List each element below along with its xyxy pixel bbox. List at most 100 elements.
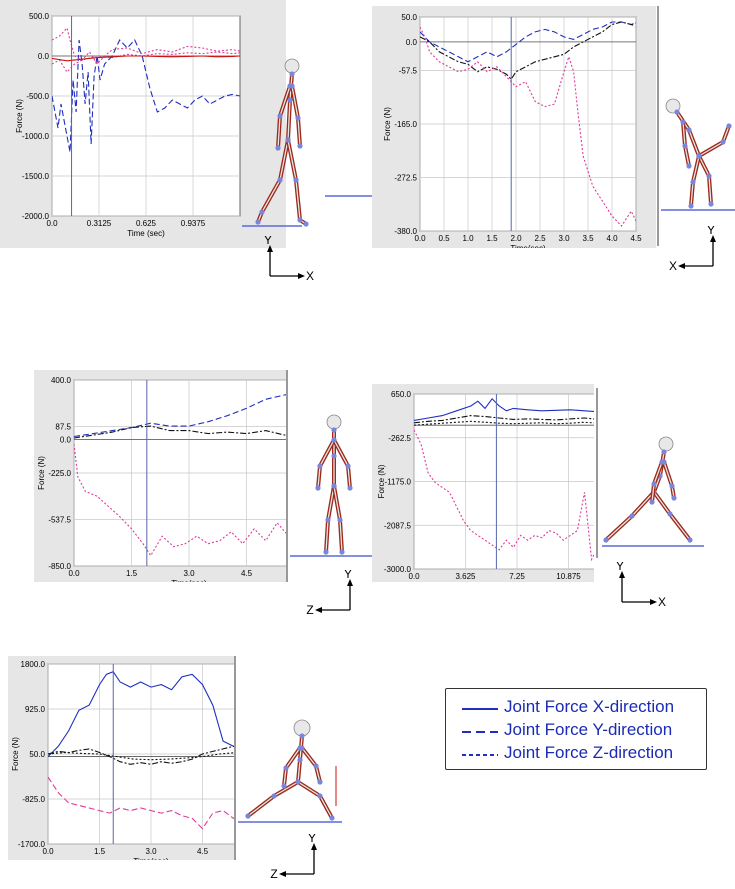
arrow-head-icon [710,235,716,242]
skeleton-walking-figure [242,58,373,227]
bone-segment [257,139,289,223]
legend: Joint Force X-direction Joint Force Y-di… [445,688,707,770]
joint-marker [271,793,277,799]
joint-marker [661,459,667,465]
x-tick-label: 10.875 [556,572,581,581]
axis-letter-up: Y [264,236,272,247]
series-line-4 [414,429,594,562]
joint-marker [667,511,673,517]
joint-marker [726,123,732,129]
joint-marker [295,779,301,785]
joint-marker [285,137,291,143]
y-axis-label: Force (N) [15,99,24,133]
x-tick-label: 1.5 [94,847,106,856]
skull-icon [658,436,674,452]
joint-marker [347,485,353,491]
arrow-head-icon [279,871,286,877]
y-tick-label: 1800.0 [21,660,46,669]
arrow-head-icon [298,273,305,279]
joint-marker [245,813,251,819]
joint-marker [687,537,693,543]
legend-entry-x: Joint Force X-direction [460,697,700,719]
x-axis-label: Time (sec) [127,229,165,238]
y-tick-label: -272.5 [394,174,417,183]
joint-marker [295,115,301,121]
series-line-1 [48,671,234,757]
axis-letter-side: X [306,269,314,283]
joint-marker [674,109,680,115]
chart-3: 400.087.50.0-225.0-537.5-850.00.0 1.5 3.0 4… [37,376,286,582]
joint-marker [706,173,712,179]
x-tick-label: 3.0 [558,234,570,243]
series-line-1 [52,39,240,153]
x-tick-label: 3.5 [582,234,594,243]
series-line-4 [52,55,240,62]
joint-marker [661,449,667,455]
y-tick-label: 925.0 [25,705,46,714]
series-line-3 [420,26,636,227]
y-tick-label: 50.0 [29,750,45,759]
joint-marker [293,177,299,183]
chart-4: 650.0 -262.5 -1175.0 -2087.5 -3000.00.0 3.625… [377,390,594,581]
muscle-segment [675,110,701,158]
axis-letter-side: Z [270,867,277,881]
joint-marker [289,71,295,77]
skull-icon [326,414,342,430]
arrow-head-icon [678,263,685,269]
skeleton-pane-3 [286,370,380,582]
joint-marker [696,153,702,159]
joint-marker [339,549,345,555]
axis-letter-up: Y [308,834,316,845]
joint-marker [277,177,283,183]
skeleton-lunge-figure [602,436,704,547]
joint-marker [275,145,281,151]
y-tick-label: -165.0 [394,120,417,129]
x-tick-label: 4.0 [606,234,618,243]
joint-marker [629,513,635,519]
joint-marker [603,537,609,543]
skeleton-pane-4 [596,388,708,558]
legend-entry-y: Joint Force Y-direction [460,720,700,742]
legend-entry-z: Joint Force Z-direction [460,743,700,765]
joint-marker [649,499,655,505]
joint-marker [289,83,295,89]
x-tick-label: 4.5 [241,569,253,578]
x-tick-label: 1.5 [486,234,498,243]
chart-panel-5: 1800.0 925.0 50.0 -825.0 -1700.0 0.0 1.5 3.0 4.5… [8,656,234,860]
axis-letter-side: X [669,259,677,273]
x-tick-label: 0.0 [46,219,58,228]
axis-letter-up: Y [344,570,352,581]
y-axis-label: Force (N) [37,456,46,490]
y-tick-label: -850.0 [48,562,71,571]
arrow-head-icon [619,571,625,578]
x-tick-label: 0.0 [42,847,54,856]
arrow-head-icon [267,245,273,252]
y-tick-label: 500.0 [29,12,50,21]
joint-marker [325,517,331,523]
joint-marker [259,209,265,215]
joint-marker [329,815,335,821]
skeleton-pane-2 [657,6,735,246]
y-tick-label: -57.5 [399,67,418,76]
y-tick-label: -825.0 [22,795,45,804]
x-tick-label: 3.0 [183,569,195,578]
chart-panel-2: 50.0 0.0 -57.5 -165.0 -272.5 -380.0 0.0 0.5 1.0 1… [372,6,656,248]
chart-panel-4: 650.0 -262.5 -1175.0 -2087.5 -3000.0 0.0 3.625… [372,384,594,582]
axis-letter-side: X [658,595,666,609]
y-axis-label: Force (N) [383,107,392,141]
x-tick-label: 7.25 [509,572,525,581]
joint-marker [686,127,692,133]
series-line-4 [48,776,234,830]
series-line-1 [74,394,286,438]
y-tick-label: -225.0 [48,469,71,478]
x-tick-label: 0.0 [68,569,80,578]
x-tick-label: 0.3125 [87,219,112,228]
y-tick-label: -1000.0 [22,132,50,141]
x-tick-label: 0.0 [414,234,426,243]
axis-letter-side: Z [306,603,313,617]
y-tick-label: 87.5 [55,423,71,432]
y-tick-label: 50.0 [401,13,417,22]
y-tick-label: -1500.0 [22,172,50,181]
y-tick-label: -262.5 [388,434,411,443]
